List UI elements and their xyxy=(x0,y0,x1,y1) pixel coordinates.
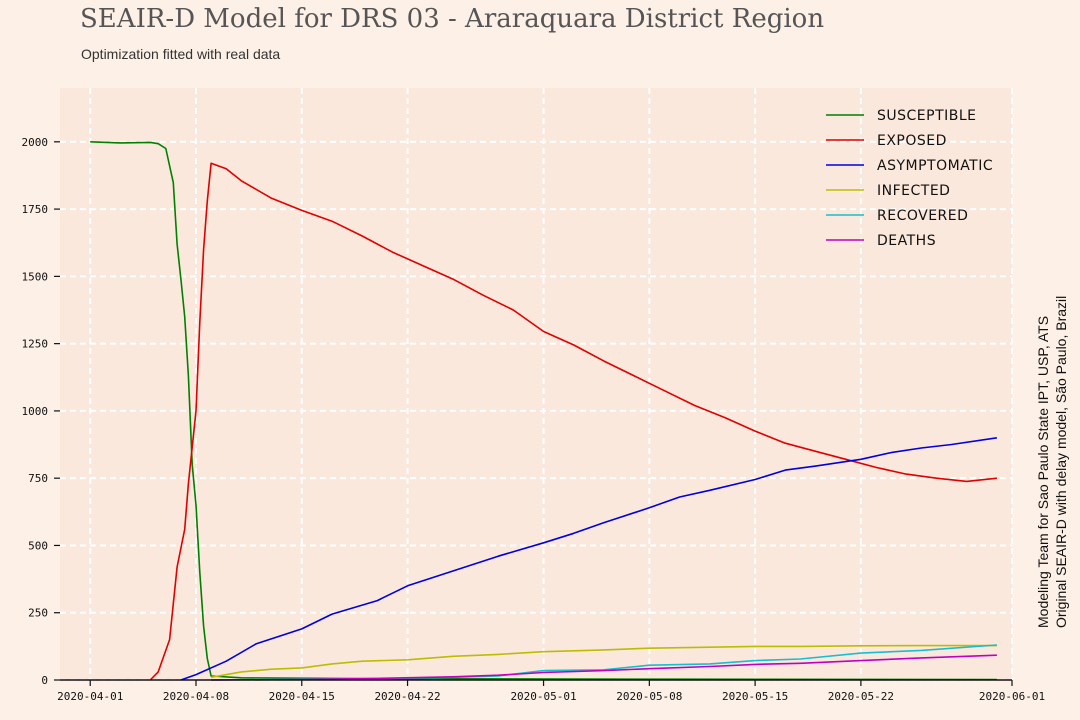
x-tick-label: 2020-05-01 xyxy=(510,690,576,703)
x-tick-label: 2020-04-22 xyxy=(374,690,440,703)
legend: SUSCEPTIBLE EXPOSED ASYMPTOMATIC INFECTED RE… xyxy=(826,108,993,249)
y-tick-label: 1750 xyxy=(22,203,49,216)
x-tick-label: 2020-04-15 xyxy=(269,690,335,703)
y-tick-label: 0 xyxy=(41,674,48,687)
series-line-exposed xyxy=(150,162,997,681)
chart-title: SEAIR-D Model for DRS 03 - Araraquara Di… xyxy=(80,4,825,34)
series-lines xyxy=(90,141,998,681)
x-tick-label: 2020-06-01 xyxy=(979,690,1045,703)
y-tick-label: 500 xyxy=(28,539,48,552)
y-tick-label: 1500 xyxy=(22,270,49,283)
y-tick-label: 1000 xyxy=(22,405,49,418)
y-tick-label: 250 xyxy=(28,607,48,620)
y-tick-label: 750 xyxy=(28,472,48,485)
legend-label: RECOVERED xyxy=(877,208,968,224)
legend-label: INFECTED xyxy=(877,183,950,199)
legend-label: ASYMPTOMATIC xyxy=(877,158,993,174)
series-line-infected xyxy=(210,644,997,679)
series-line-susceptible xyxy=(90,141,997,681)
x-tick-label: 2020-04-01 xyxy=(57,690,123,703)
x-tick-label: 2020-05-15 xyxy=(722,690,788,703)
x-tick-label: 2020-05-22 xyxy=(828,690,894,703)
plot-area xyxy=(60,88,1012,680)
chart-subtitle: Optimization fitted with real data xyxy=(81,46,281,62)
axes: 2020-04-01 2020-04-08 2020-04-15 2020-04-22… xyxy=(22,136,1046,703)
series-line-asymptomatic xyxy=(180,437,998,681)
legend-label: EXPOSED xyxy=(877,133,947,149)
x-tick-label: 2020-05-08 xyxy=(616,690,682,703)
legend-label: DEATHS xyxy=(877,233,936,249)
legend-label: SUSCEPTIBLE xyxy=(877,108,977,124)
x-tick-label: 2020-04-08 xyxy=(163,690,229,703)
y-tick-label: 2000 xyxy=(22,136,49,149)
y-tick-label: 1250 xyxy=(22,338,49,351)
series-line-deaths xyxy=(211,654,997,681)
